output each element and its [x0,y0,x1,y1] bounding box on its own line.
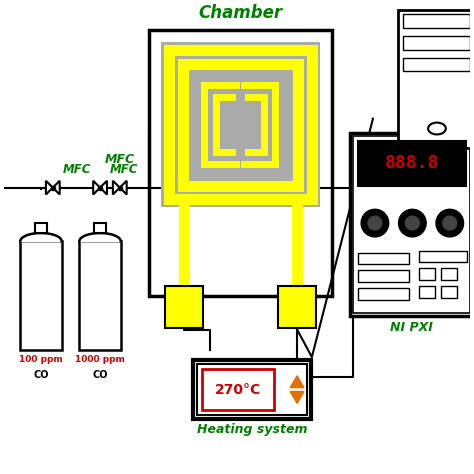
Bar [358,288,410,300]
Bar [192,360,311,419]
Bar [441,268,456,280]
Circle shape [405,216,419,230]
Bar [350,134,474,316]
Circle shape [399,210,426,237]
Bar [35,223,47,233]
Polygon shape [53,181,60,194]
Bar [353,137,471,313]
Circle shape [368,216,382,230]
Text: CO: CO [33,370,49,380]
Bar [169,50,312,200]
Text: Chamber: Chamber [199,4,283,22]
Circle shape [443,216,456,230]
Bar [201,369,274,410]
Bar [403,36,471,50]
Text: 888.8: 888.8 [385,155,439,173]
Polygon shape [120,181,127,194]
Bar [20,241,62,350]
Polygon shape [100,181,107,194]
Circle shape [361,210,389,237]
Bar [403,58,471,72]
Bar [398,10,474,148]
Bar [441,286,456,298]
Bar [197,364,307,415]
Circle shape [436,210,464,237]
Polygon shape [113,181,120,194]
Polygon shape [290,392,304,403]
Bar [197,77,284,172]
Bar [358,270,410,282]
Bar [149,30,332,296]
Bar [183,64,298,186]
Bar [358,141,465,186]
Text: 100 ppm: 100 ppm [19,355,63,364]
Bar [358,253,410,264]
Bar [161,42,320,207]
Bar [419,251,466,263]
Bar [79,241,121,350]
Bar [419,268,435,280]
Text: MFC: MFC [63,163,91,176]
Bar [403,14,471,28]
Text: 1000 ppm: 1000 ppm [75,355,125,364]
Text: 270°C: 270°C [215,383,261,397]
Text: CO: CO [92,370,108,380]
Text: Heating system: Heating system [197,423,307,436]
Bar [419,286,435,298]
Bar [165,286,202,328]
Bar [278,286,316,328]
Polygon shape [290,376,304,388]
Bar [94,223,106,233]
Text: MFC: MFC [105,153,135,166]
Text: NI PXI: NI PXI [391,320,433,334]
Text: MFC: MFC [110,163,138,176]
Polygon shape [93,181,100,194]
Polygon shape [46,181,53,194]
Ellipse shape [428,123,446,135]
